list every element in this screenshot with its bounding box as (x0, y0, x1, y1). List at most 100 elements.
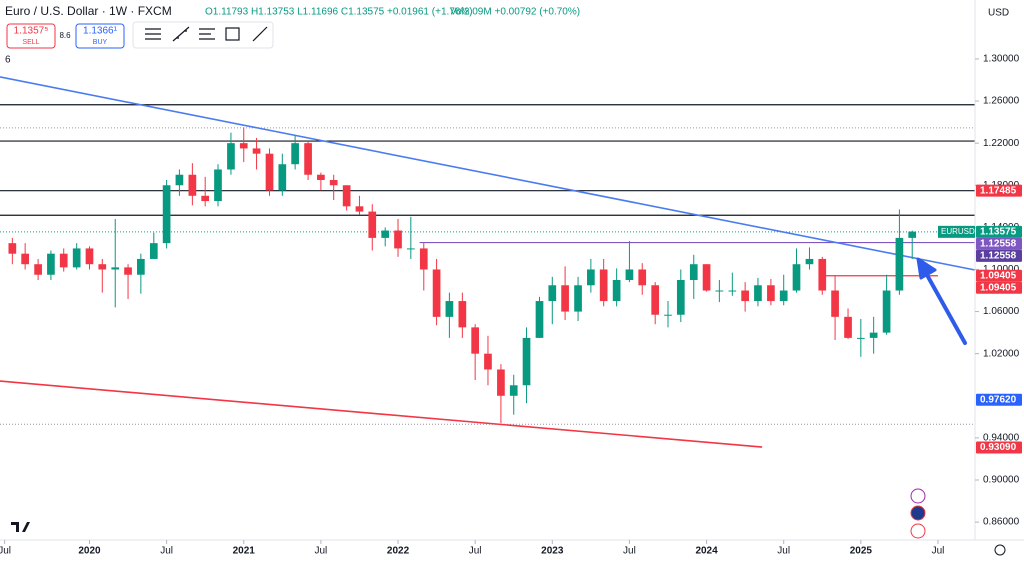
price-tag-label: 1.12558 (980, 238, 1017, 249)
buy-label: BUY (93, 39, 108, 46)
currency[interactable]: USD (988, 8, 1009, 19)
settings[interactable] (994, 544, 1006, 556)
drawn-line (0, 380, 763, 448)
candle-body (445, 301, 454, 317)
y-tick-label: 0.86000 (983, 517, 1020, 528)
sell-button[interactable] (6, 23, 56, 49)
candle-body (728, 290, 737, 292)
candle-body (882, 290, 891, 333)
toolbar-icons[interactable] (145, 26, 268, 42)
buy-button[interactable] (75, 23, 125, 49)
candle-body (509, 385, 518, 396)
candle-body (8, 243, 17, 254)
candle-body (406, 248, 415, 250)
candle-body (651, 285, 660, 315)
candle-body (137, 258, 145, 275)
candle-body (175, 174, 184, 186)
candle-body (689, 264, 698, 280)
candle-body (612, 280, 621, 302)
candle-body (574, 285, 582, 312)
candle-body (419, 248, 428, 270)
price-tag-label: 1.12558 (980, 250, 1017, 261)
x-tick-label: Jul (777, 546, 790, 557)
price-tag-label: 1.17485 (980, 185, 1017, 196)
candle-body (278, 164, 287, 191)
candle-body (895, 237, 904, 291)
arrow-head (916, 257, 937, 280)
x-tick-label: Jul (160, 546, 173, 557)
y-tick-label: 1.30000 (983, 54, 1020, 65)
candle-body (201, 195, 210, 202)
x-tick-label: Jul (0, 546, 11, 557)
candle-body (818, 258, 827, 291)
y-tick-label: 1.26000 (983, 96, 1020, 107)
spread: 8.6 (59, 31, 71, 40)
event-icon[interactable] (910, 523, 926, 539)
ohlc-values: O1.11793 H1.13753 L1.11696 C1.13575 +0.0… (205, 7, 473, 18)
price-tag-label: 1.09405 (980, 282, 1017, 293)
price-tag-label: 1.13575 (980, 226, 1017, 237)
candle-body (599, 269, 608, 302)
candle-body (111, 267, 120, 270)
candle-body (317, 174, 325, 180)
x-tick-label: 2023 (541, 546, 564, 557)
arrow-shaft (920, 264, 967, 345)
x-tick-label: Jul (469, 546, 482, 557)
candle-body (715, 290, 724, 292)
candle-body (291, 143, 299, 165)
price-tag (976, 249, 1022, 262)
candle-body (368, 211, 377, 238)
candle-body (239, 143, 248, 149)
candle-body (188, 174, 197, 196)
candle-body (535, 301, 544, 338)
candle-body (587, 269, 595, 286)
y-tick-label: 1.02000 (983, 348, 1020, 359)
candle-body (162, 185, 171, 244)
price-tag-label: 0.93090 (980, 442, 1017, 453)
candle-body (908, 231, 917, 238)
price-tag (976, 225, 1022, 238)
plot-area (0, 76, 976, 448)
candle-body (98, 264, 107, 270)
event-icon[interactable] (910, 505, 926, 521)
x-tick-label: 2020 (78, 546, 101, 557)
overlay: Euro / U.S. Dollar · 1W · FXCM O1.11793 … (5, 4, 1009, 556)
candle-body (471, 327, 479, 354)
x-tick-label: 2021 (233, 546, 256, 557)
candle-body (844, 316, 852, 338)
candle-body (72, 248, 81, 268)
event-icon[interactable] (910, 488, 926, 504)
y-tick-label: 1.22000 (983, 138, 1020, 149)
candle-body (831, 290, 839, 317)
candle-body (625, 269, 634, 280)
price-tag-label: 0.97620 (980, 394, 1017, 405)
candle-body (638, 269, 647, 286)
candle-body (355, 206, 364, 212)
sell-label: SELL (22, 39, 39, 46)
candle-body (342, 185, 351, 207)
candle-body (676, 280, 685, 315)
x-tick-label: 2024 (695, 546, 718, 557)
drawn-line (0, 76, 976, 271)
x-tick-label: 2022 (387, 546, 410, 557)
y-tick-label: 0.94000 (983, 433, 1020, 444)
x-tick-label: Jul (623, 546, 636, 557)
indicators-count[interactable]: 6 (5, 55, 11, 66)
candle-body (792, 264, 801, 291)
candle-body (381, 230, 390, 238)
candle-body (59, 253, 68, 268)
symbol-tag (938, 225, 975, 238)
candle-body (227, 143, 235, 170)
x-tick-label: Jul (932, 546, 945, 557)
candle-body (214, 169, 222, 202)
buy-price: 1.1366¹ (83, 26, 118, 37)
price-tag (976, 184, 1022, 197)
candle-body (304, 143, 312, 175)
candle-body (34, 264, 42, 275)
candle-body (805, 258, 814, 265)
price-tag (976, 393, 1022, 406)
volume: Vol2.09M +0.00792 (+0.70%) (450, 7, 580, 18)
candle-body (252, 148, 261, 154)
